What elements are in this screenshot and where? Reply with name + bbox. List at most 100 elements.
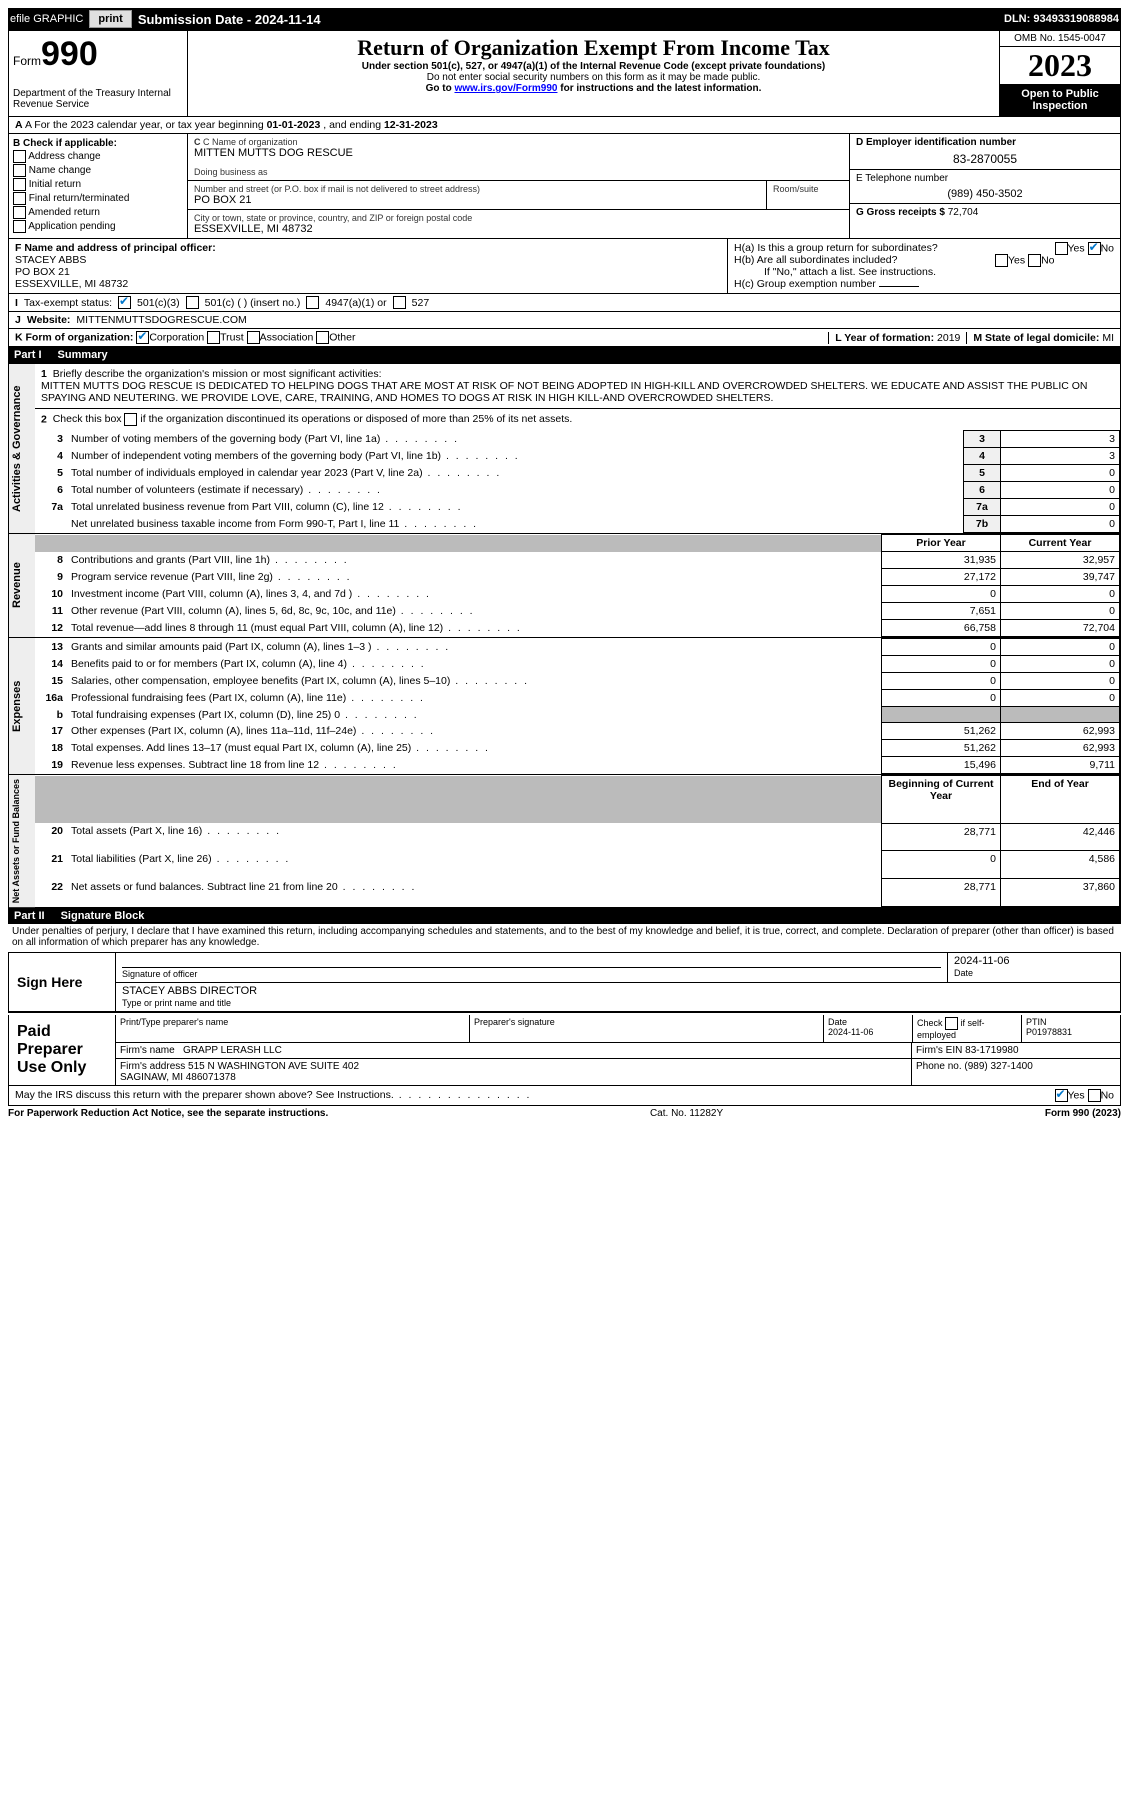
tax-status-label: Tax-exempt status: (24, 297, 112, 309)
room-label: Room/suite (773, 184, 843, 194)
expense-section: Expenses 13Grants and similar amounts pa… (8, 638, 1121, 775)
discuss-text: May the IRS discuss this return with the… (15, 1089, 531, 1102)
self-employed: Check if self-employed (913, 1015, 1022, 1042)
chk-527[interactable] (393, 296, 406, 309)
discuss-row: May the IRS discuss this return with the… (8, 1086, 1121, 1106)
officer-label: F Name and address of principal officer: (15, 242, 216, 254)
paperwork-notice: For Paperwork Reduction Act Notice, see … (8, 1108, 328, 1119)
chk-trust[interactable] (207, 331, 220, 344)
gov-vlabel: Activities & Governance (9, 364, 35, 533)
chk-discontinued[interactable] (124, 413, 137, 426)
chk-discuss-no[interactable] (1088, 1089, 1101, 1102)
officer-addr1: PO BOX 21 (15, 266, 70, 278)
gross-receipts-label: G Gross receipts $ (856, 207, 948, 218)
firm-name: GRAPP LERASH LLC (183, 1045, 282, 1056)
form-ref: Form 990 (2023) (1045, 1108, 1121, 1119)
subordinates-note: If "No," attach a list. See instructions… (764, 266, 1114, 278)
irs-link[interactable]: www.irs.gov/Form990 (454, 83, 557, 94)
paid-preparer-block: Paid Preparer Use Only Print/Type prepar… (8, 1015, 1121, 1086)
mission-text: MITTEN MUTTS DOG RESCUE IS DEDICATED TO … (41, 380, 1087, 404)
chk-name-change[interactable]: Name change (13, 164, 183, 177)
website: MITTENMUTTSDOGRESCUE.COM (76, 314, 246, 326)
open-to-public: Open to Public Inspection (1000, 84, 1120, 116)
perjury-text: Under penalties of perjury, I declare th… (8, 924, 1121, 950)
addr-label: Number and street (or P.O. box if mail i… (194, 184, 760, 194)
chk-501c[interactable] (186, 296, 199, 309)
dln: DLN: 93493319088984 (1004, 13, 1119, 25)
prep-date: 2024-11-06 (828, 1027, 873, 1037)
chk-4947[interactable] (306, 296, 319, 309)
part1-header: Part I Summary (8, 347, 1121, 363)
dba-label: Doing business as (194, 167, 843, 177)
rev-table: Prior YearCurrent Year8Contributions and… (35, 534, 1120, 637)
chk-self-employed[interactable] (945, 1017, 958, 1030)
ptin: P01978831 (1026, 1027, 1072, 1037)
chk-final-return[interactable]: Final return/terminated (13, 192, 183, 205)
chk-address-change[interactable]: Address change (13, 150, 183, 163)
line2-text: Check this box if the organization disco… (53, 413, 573, 425)
addr: PO BOX 21 (194, 194, 760, 206)
firm-ein: 83-1719980 (965, 1045, 1018, 1056)
chk-amended-return[interactable]: Amended return (13, 206, 183, 219)
form-title: Return of Organization Exempt From Incom… (196, 35, 991, 61)
domicile-label: M State of legal domicile: (973, 332, 1102, 344)
firm-name-label: Firm's name (120, 1045, 175, 1056)
revenue-section: Revenue Prior YearCurrent Year8Contribut… (8, 534, 1121, 638)
cat-no: Cat. No. 11282Y (650, 1108, 723, 1119)
prep-name-label: Print/Type preparer's name (116, 1015, 470, 1042)
website-label: Website: (27, 314, 71, 326)
omb-number: OMB No. 1545-0047 (1000, 31, 1120, 47)
group-exemption: H(c) Group exemption number (734, 278, 1114, 290)
firm-addr-label: Firm's address (120, 1061, 185, 1072)
page-footer: For Paperwork Reduction Act Notice, see … (8, 1106, 1121, 1121)
checkbox-column: B Check if applicable: Address change Na… (9, 134, 188, 238)
org-name-label: C C Name of organization (194, 137, 843, 147)
part1-num: Part I (14, 349, 42, 361)
phone-label: E Telephone number (856, 173, 948, 184)
chk-application-pending[interactable]: Application pending (13, 220, 183, 233)
phone: (989) 450-3502 (856, 188, 1114, 200)
col-b-header: B Check if applicable: (13, 138, 117, 149)
form-header: Form990 Department of the Treasury Inter… (8, 30, 1121, 117)
tax-year: 2023 (1000, 47, 1120, 84)
ein-label: D Employer identification number (856, 137, 1016, 148)
chk-corporation[interactable] (136, 331, 149, 344)
firm-ein-label: Firm's EIN (916, 1045, 965, 1056)
signature-block: Sign Here Signature of officer 2024-11-0… (8, 952, 1121, 1013)
ein: 83-2870055 (856, 152, 1114, 166)
prep-date-label: Date (828, 1017, 847, 1027)
tax-status-row: I Tax-exempt status: 501(c)(3) 501(c) ( … (8, 294, 1121, 312)
governance-section: Activities & Governance 1 Briefly descri… (8, 363, 1121, 534)
netassets-section: Net Assets or Fund Balances Beginning of… (8, 775, 1121, 908)
subordinates-q: H(b) Are all subordinates included? Yes … (734, 254, 1114, 266)
group-return-q: H(a) Is this a group return for subordin… (734, 242, 1114, 254)
submission-date: Submission Date - 2024-11-14 (138, 12, 321, 27)
dept-label: Department of the Treasury Internal Reve… (13, 88, 183, 110)
domicile: MI (1102, 332, 1114, 344)
gov-table: 3Number of voting members of the governi… (35, 430, 1120, 533)
form-number: 990 (41, 35, 98, 73)
year-formation-label: L Year of formation: (835, 332, 937, 344)
part1-title: Summary (58, 349, 108, 361)
efile-label: efile GRAPHIC (10, 13, 83, 25)
prep-sig-label: Preparer's signature (470, 1015, 824, 1042)
sign-here-label: Sign Here (9, 953, 116, 1011)
topbar: efile GRAPHIC print Submission Date - 20… (8, 8, 1121, 30)
chk-501c3[interactable] (118, 296, 131, 309)
org-name: MITTEN MUTTS DOG RESCUE (194, 147, 843, 159)
gross-receipts: 72,704 (948, 207, 979, 218)
chk-initial-return[interactable]: Initial return (13, 178, 183, 191)
part2-title: Signature Block (61, 910, 145, 922)
exp-table: 13Grants and similar amounts paid (Part … (35, 638, 1120, 774)
exp-vlabel: Expenses (9, 638, 35, 774)
form-label: Form (13, 54, 41, 68)
name-title-label: Type or print name and title (122, 998, 231, 1008)
mission-q: Briefly describe the organization's miss… (53, 368, 382, 380)
chk-discuss-yes[interactable] (1055, 1089, 1068, 1102)
chk-other[interactable] (316, 331, 329, 344)
net-vlabel: Net Assets or Fund Balances (9, 775, 35, 907)
officer-name-title: STACEY ABBS DIRECTOR (122, 985, 257, 997)
instructions-link: Go to www.irs.gov/Form990 for instructio… (196, 83, 991, 94)
print-button[interactable]: print (89, 10, 131, 28)
chk-association[interactable] (247, 331, 260, 344)
